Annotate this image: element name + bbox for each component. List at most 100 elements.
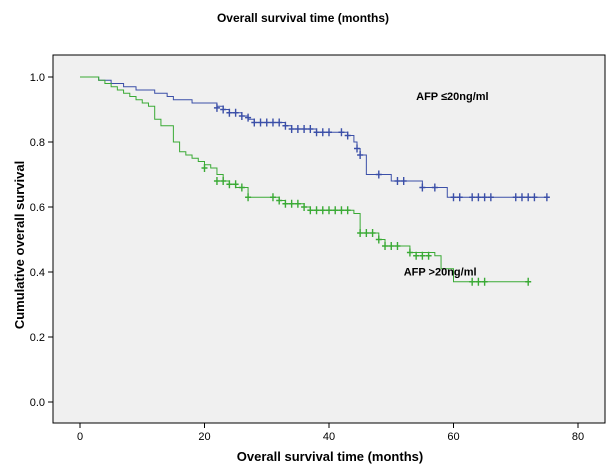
censor-mark [406,248,413,257]
censor-mark [313,128,320,137]
censor-mark [481,277,488,286]
censor-mark [269,118,276,127]
censor-mark [525,193,532,202]
censor-mark [419,183,426,192]
chart-title: Overall survival time (months) [217,11,389,25]
censor-mark [481,193,488,202]
censor-mark [469,277,476,286]
x-axis-label: Overall survival time (months) [237,449,423,464]
censor-mark [276,118,283,127]
x-tick-label: 20 [198,431,210,443]
censor-mark [294,199,301,208]
series-line [80,76,529,283]
censor-mark [369,229,376,237]
x-tick-label: 40 [323,431,335,443]
censor-mark [251,118,258,127]
censor-mark [425,251,432,260]
censor-mark [450,193,457,202]
x-tick-label: 60 [447,431,459,443]
x-tick-label: 0 [77,431,83,443]
censor-mark [394,242,401,250]
censor-mark [307,125,314,133]
censor-mark [375,235,382,244]
censor-mark [226,108,233,117]
censor-mark [354,144,361,153]
censor-mark [400,177,407,185]
censor-mark [245,193,252,202]
censor-mark [269,193,276,202]
censor-mark [245,113,252,122]
x-tick-label: 80 [572,431,584,443]
censor-mark [263,118,270,127]
y-tick-label: 0.6 [30,202,45,214]
censor-mark [282,199,289,208]
censor-mark [344,131,351,140]
censor-mark [344,206,351,215]
censor-mark [213,177,220,185]
censor-mark [531,193,538,202]
series-annotation: AFP ≤20ng/ml [416,91,488,103]
censor-mark [238,183,245,192]
censor-mark [338,206,345,215]
x-axis-ticks: 0 20 40 60 80 [77,423,584,443]
censor-mark [487,193,494,202]
y-tick-label: 0.4 [30,267,45,279]
censor-mark [357,151,364,159]
y-tick-label: 1.0 [30,72,45,84]
censor-mark [469,193,476,202]
y-tick-label: 0.2 [30,332,45,344]
y-tick-label: 0.8 [30,137,45,149]
censor-mark [326,206,332,215]
censor-mark [313,206,320,215]
series-0 [80,76,550,202]
censor-mark [213,103,220,112]
censor-mark [232,108,239,117]
censor-mark [475,193,482,202]
y-axis-label: Cumulative overall survival [12,161,27,329]
series-1 [80,76,532,286]
censor-mark [220,105,227,114]
censor-mark [525,277,532,286]
censor-mark [294,125,301,133]
censor-mark [288,125,295,133]
annotation-layer: AFP ≤20ng/ml AFP >20ng/ml [404,91,489,279]
censor-mark [319,206,326,215]
censor-mark [431,183,438,192]
y-axis-ticks: 0.0 0.2 0.4 0.6 0.8 1.0 [30,72,53,409]
censor-mark [375,170,382,179]
censor-mark [363,229,370,237]
censor-mark [518,193,525,202]
censor-mark [301,125,308,133]
censor-mark [338,128,345,137]
censor-mark [220,177,227,185]
series-annotation: AFP >20ng/ml [404,266,477,278]
censor-mark [326,128,332,137]
y-tick-label: 0.0 [30,397,45,409]
censor-mark [332,206,339,215]
censor-mark [357,229,364,237]
censor-mark [319,128,326,137]
censor-mark [257,118,264,127]
censor-mark [288,199,295,208]
censor-mark [276,196,283,205]
series-layer [80,76,550,286]
censor-mark [512,193,519,202]
censor-mark [388,242,395,250]
censor-mark [419,251,426,260]
censor-mark [543,193,550,202]
censor-mark [301,203,308,211]
censor-mark [226,180,233,189]
censor-mark [475,277,482,286]
censor-mark [394,177,401,185]
censor-mark [413,251,420,260]
censor-mark [238,112,245,120]
censor-mark [232,180,239,189]
censor-mark [307,206,314,215]
censor-mark [282,121,289,130]
censor-mark [382,242,389,250]
censor-mark [456,193,463,202]
censor-mark [201,164,208,172]
plot-area [52,54,606,424]
